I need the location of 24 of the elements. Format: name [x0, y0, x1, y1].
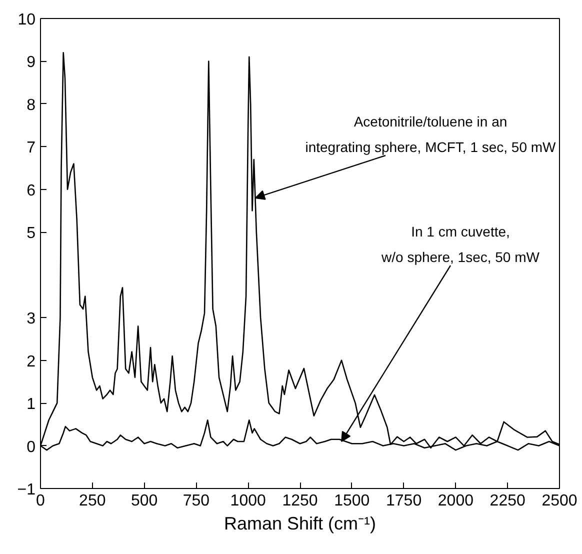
y-tick-label: 0 [26, 438, 36, 456]
y-tick-label: 1 [26, 396, 36, 414]
x-tick-label: 1750 [386, 492, 422, 510]
y-tick-label: 3 [26, 310, 36, 328]
y-tick-label: 2 [26, 353, 36, 370]
x-axis-title: Raman Shift (cm⁻¹) [224, 514, 376, 534]
x-tick-label: 500 [130, 492, 158, 510]
x-tick-label: 2250 [490, 492, 526, 510]
y-tick-label: 8 [26, 96, 36, 114]
x-tick-label: 750 [182, 492, 210, 510]
y-tick-label: 10 [18, 12, 36, 28]
x-tick-label: 1250 [282, 492, 318, 510]
x-tick-label: 250 [79, 492, 106, 510]
y-tick-label: 5 [26, 225, 36, 242]
x-tick-label: 2000 [438, 492, 474, 510]
x-tick-label: 1000 [230, 492, 266, 510]
y-tick-label: −1 [17, 482, 36, 498]
annotation: Acetonitrile/toluene in an integrating sphere, MCFT, 1 sec, 50 mW [305, 114, 557, 156]
y-tick-label: 7 [26, 140, 36, 157]
annotation: In 1 cm cuvette, w/o sphere, 1sec, 50 mW [380, 224, 540, 266]
x-tick-label: 1500 [334, 492, 370, 510]
y-tick-label: 9 [26, 54, 36, 72]
x-tick-label: 2500 [542, 492, 578, 510]
y-tick-label: 6 [26, 182, 36, 200]
